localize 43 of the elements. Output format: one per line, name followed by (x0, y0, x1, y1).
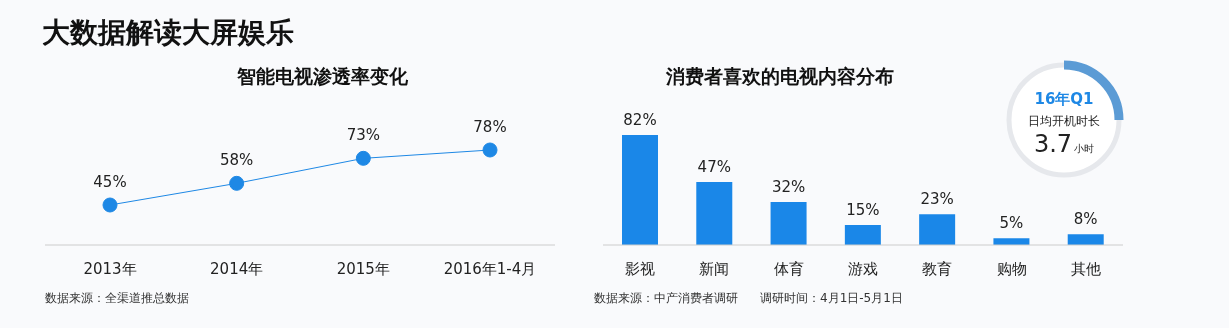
text: 调研时间：4月1日-5月1日 (760, 291, 903, 305)
data-label: 78% (473, 118, 507, 136)
x-tick-label: 2014年 (210, 259, 264, 278)
x-tick-label: 其他 (1070, 259, 1101, 278)
annotation: 小时 (1074, 143, 1095, 154)
data-label: 8% (1073, 210, 1098, 229)
source-note: 数据来源：全渠道推总数据 (45, 291, 189, 305)
bar (993, 238, 1030, 245)
data-label: 32% (771, 178, 806, 197)
x-tick-label: 游戏 (848, 259, 878, 278)
point (102, 197, 118, 213)
text: 16年Q1 (1033, 90, 1095, 109)
x-tick-label: 教育 (922, 259, 953, 278)
x-tick-label: 体育 (773, 259, 804, 278)
text: 日均开机时长 (1027, 113, 1101, 130)
text: 大数据解读大屏娱乐 (42, 15, 294, 51)
chart-title: 智能电视渗透率变化 (236, 64, 409, 89)
x-tick-label: 影视 (625, 259, 656, 278)
data-label: 47% (697, 157, 731, 176)
annotation: 3.7 (1033, 130, 1073, 158)
x-tick-label: 购物 (996, 259, 1027, 278)
point (229, 175, 245, 191)
x-tick-label: 2016年1-4月 (443, 259, 537, 278)
bar (844, 224, 881, 245)
data-label: 73% (346, 126, 381, 145)
point (482, 142, 498, 158)
source-note: 数据来源：中产消费者调研 (594, 291, 738, 305)
x-tick-label: 2015年 (336, 259, 390, 278)
bar (1067, 234, 1104, 245)
data-label: 58% (219, 151, 254, 170)
chart-title: 消费者喜欢的电视内容分布 (665, 64, 895, 89)
bar (770, 202, 807, 245)
bar (622, 135, 658, 245)
data-label: 15% (846, 200, 880, 219)
data-label: 23% (920, 190, 954, 209)
data-label: 45% (93, 173, 127, 191)
data-label: 5% (999, 214, 1024, 233)
x-tick-label: 新闻 (699, 259, 730, 278)
point (355, 150, 371, 166)
x-tick-label: 2013年 (83, 259, 137, 278)
bar (696, 181, 733, 245)
bar (919, 214, 956, 245)
data-label: 82% (623, 111, 657, 129)
